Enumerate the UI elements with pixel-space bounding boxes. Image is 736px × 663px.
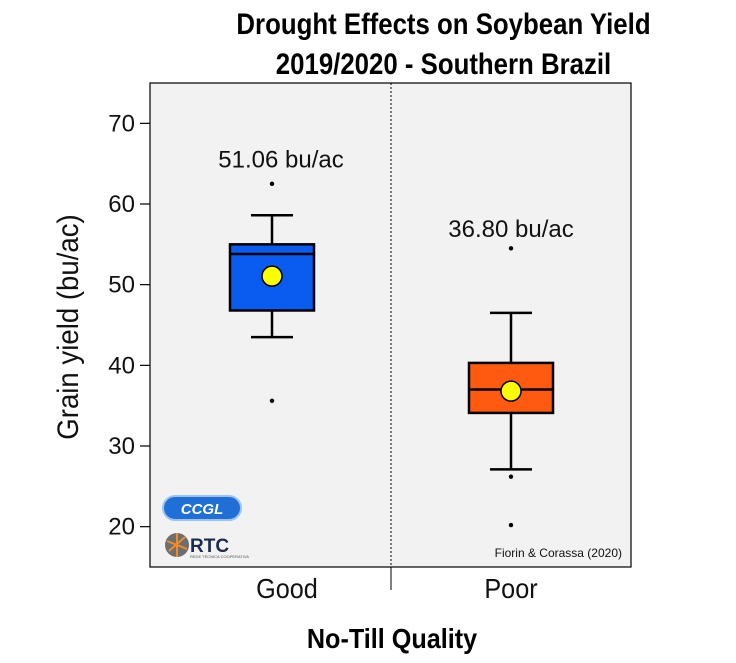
chart-title-line-1: Drought Effects on Soybean Yield <box>236 7 650 40</box>
outlier-poor-1 <box>508 474 514 479</box>
x-tick-label-poor: Poor <box>484 573 537 605</box>
outlier-good-0 <box>269 181 275 187</box>
x-axis-label: No-Till Quality <box>307 623 477 655</box>
ccgl-logo: CCGL <box>162 495 242 521</box>
ccgl-logo-text: CCGL <box>181 501 224 518</box>
box-plots: 51.06 bu/ac 36.80 bu/ac <box>218 146 574 528</box>
y-axis: 20 30 40 50 60 70 <box>108 110 150 541</box>
y-tick-label-30: 30 <box>108 433 135 460</box>
y-tick-label-40: 40 <box>108 352 135 379</box>
y-tick-label-70: 70 <box>108 110 135 137</box>
x-tick-label-good: Good <box>256 573 318 605</box>
mean-marker-good <box>261 265 283 287</box>
mean-annotation-good: 51.06 bu/ac <box>218 146 343 173</box>
outlier-good-1 <box>269 398 275 404</box>
y-axis-label: Grain yield (bu/ac) <box>52 214 85 439</box>
y-tick-label-50: 50 <box>108 272 135 299</box>
credit-text: Fiorin & Corassa (2020) <box>495 546 622 560</box>
chart-title-line-2: 2019/2020 - Southern Brazil <box>276 47 611 80</box>
mean-marker-poor <box>500 380 522 402</box>
y-tick-label-20: 20 <box>108 514 135 541</box>
rtc-logo: RTC REDE TÉCNICA COOPERATIVA <box>165 533 249 559</box>
mean-annotation-poor: 36.80 bu/ac <box>448 216 573 243</box>
outlier-poor-0 <box>508 246 514 251</box>
rtc-logo-subtext: REDE TÉCNICA COOPERATIVA <box>190 554 249 559</box>
outlier-poor-2 <box>508 522 514 528</box>
y-tick-label-60: 60 <box>108 191 135 218</box>
rtc-logo-text: RTC <box>190 536 229 557</box>
